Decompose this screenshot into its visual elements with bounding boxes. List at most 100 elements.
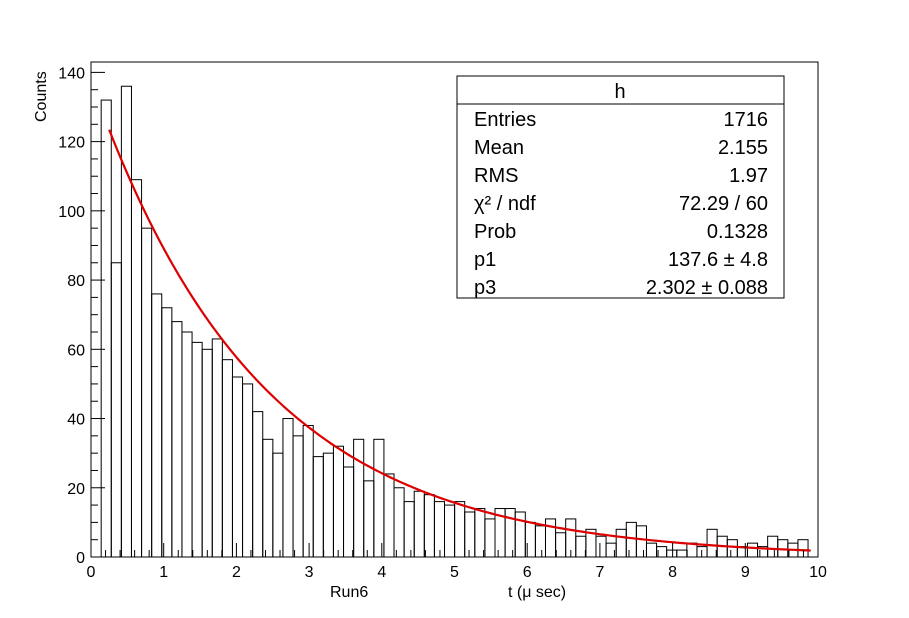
histogram-bin: [555, 532, 567, 558]
histogram-bin: [393, 487, 405, 558]
y-axis-title: Counts: [33, 71, 50, 122]
y-tick-label: 0: [76, 550, 85, 567]
histogram-bin: [130, 179, 143, 558]
y-tick-label: 140: [58, 65, 85, 82]
stats-label: Mean: [474, 137, 524, 159]
histogram-bin: [363, 480, 375, 558]
histogram-bin: [403, 501, 415, 558]
x-tick-label: 4: [377, 564, 386, 581]
histogram-bin: [191, 341, 203, 558]
histogram-bin: [484, 518, 496, 558]
histogram-bin: [151, 293, 163, 558]
x-tick-label: 3: [305, 564, 314, 581]
stats-value: 2.155: [718, 137, 768, 159]
stats-value: 72.29 / 60: [679, 193, 768, 215]
stats-label: Prob: [474, 221, 516, 243]
stats-value: 1716: [724, 109, 769, 131]
histogram-bin: [635, 525, 647, 558]
histogram-bin: [171, 321, 183, 558]
histogram-bin: [625, 521, 637, 558]
y-tick-label: 40: [67, 412, 85, 429]
y-tick-label: 80: [67, 273, 85, 290]
histogram-bin: [262, 438, 274, 558]
fit-curve: [108, 129, 811, 552]
x-tick-label: 2: [232, 564, 241, 581]
run-label: Run6: [330, 584, 368, 601]
stats-label: Entries: [474, 109, 536, 131]
y-tick-label: 100: [58, 204, 85, 221]
histogram-bin: [302, 424, 314, 558]
histogram-bin: [242, 383, 254, 558]
stats-label: RMS: [474, 165, 518, 187]
histogram-bars: [100, 85, 809, 558]
histogram-bin: [504, 508, 516, 558]
histogram-bin: [595, 535, 607, 558]
x-tick-label: 10: [809, 564, 827, 581]
stats-value: 1.97: [729, 165, 768, 187]
stats-box-title: h: [614, 81, 625, 103]
histogram-bin: [231, 376, 244, 558]
stats-label: p3: [474, 277, 496, 299]
histogram-bin: [120, 85, 132, 558]
histogram-bin: [221, 359, 233, 558]
histogram-bin: [767, 535, 779, 558]
stats-box-frame: [456, 75, 785, 299]
stats-value: 137.6 ± 4.8: [668, 249, 768, 271]
histogram-bin: [464, 511, 476, 558]
stats-label: p1: [474, 249, 496, 271]
stats-value: 0.1328: [707, 221, 768, 243]
x-tick-label: 5: [450, 564, 459, 581]
histogram-bin: [110, 262, 122, 558]
y-tick-label: 120: [58, 135, 85, 152]
histogram-bin: [454, 501, 466, 558]
histogram-bin: [534, 525, 546, 558]
histogram-bin: [575, 535, 587, 558]
histogram-bin: [433, 501, 446, 558]
histogram-bin: [282, 418, 294, 558]
histogram-bin: [201, 348, 213, 558]
stats-value: 2.302 ± 0.088: [646, 277, 768, 299]
x-tick-label: 7: [595, 564, 604, 581]
histogram-bin: [141, 227, 153, 558]
x-tick-label: 9: [741, 564, 750, 581]
histogram-bin: [474, 508, 486, 558]
histogram-bin: [726, 539, 738, 558]
histogram-bin: [312, 456, 324, 558]
stats-label: χ² / ndf: [474, 193, 536, 215]
histogram-bin: [615, 528, 627, 558]
histogram-bin: [343, 466, 355, 558]
histogram-bin: [211, 338, 223, 558]
histogram-bin: [544, 518, 557, 558]
y-axis: 0 20 40 60 80 100 120 140: [58, 65, 105, 567]
histogram-bin: [100, 99, 112, 558]
histogram-bin: [322, 452, 334, 558]
y-tick-label: 60: [67, 342, 85, 359]
histogram-bin: [272, 452, 284, 558]
histogram-bin: [645, 542, 658, 558]
histogram-bin: [332, 445, 345, 558]
x-tick-label: 1: [159, 564, 168, 581]
x-axis: 0 1 2 3 4 5 6 7 8 9 10: [87, 543, 827, 581]
histogram-bin: [666, 549, 678, 558]
histogram-bin: [746, 542, 759, 558]
histogram-bin: [413, 490, 425, 558]
x-axis-title: t (μ sec): [508, 584, 566, 601]
stats-rows: Entries 1716 Mean 2.155 RMS 1.97 χ² / ndf 72.29…: [474, 109, 768, 299]
histogram-bin: [423, 494, 435, 558]
histogram-bin: [161, 307, 173, 558]
x-tick-label: 0: [87, 564, 96, 581]
histogram-bin: [383, 473, 395, 558]
histogram-bin: [676, 549, 688, 558]
x-tick-label: 8: [668, 564, 677, 581]
x-tick-label: 6: [523, 564, 532, 581]
histogram-bin: [292, 435, 304, 558]
histogram-bin: [252, 411, 264, 558]
histogram-bin: [373, 438, 385, 558]
histogram-bin: [181, 331, 193, 558]
histogram-bin: [706, 528, 718, 558]
y-tick-label: 20: [67, 481, 85, 498]
stats-box: h Entries 1716 Mean 2.155 RMS 1.97 χ² / ndf 72.…: [456, 75, 785, 299]
histogram-bin: [444, 504, 456, 558]
histogram-bin: [353, 438, 365, 558]
